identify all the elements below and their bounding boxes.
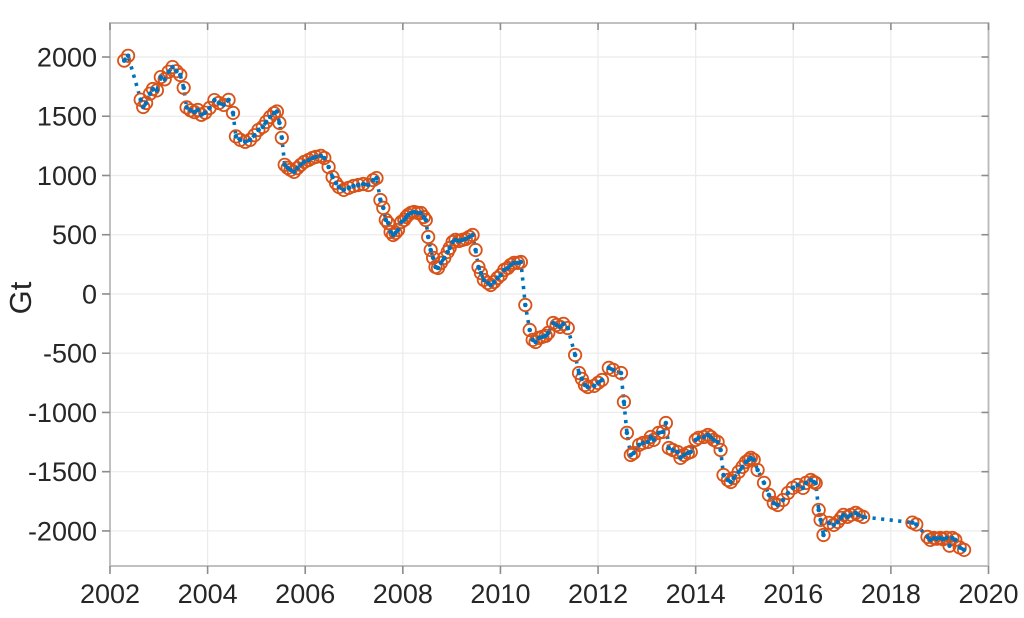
svg-text:2010: 2010 xyxy=(470,579,530,609)
svg-text:0: 0 xyxy=(82,279,97,309)
svg-text:2020: 2020 xyxy=(958,579,1018,609)
svg-text:2012: 2012 xyxy=(568,579,628,609)
svg-text:2006: 2006 xyxy=(275,579,335,609)
svg-text:-1000: -1000 xyxy=(28,398,97,428)
svg-text:-1500: -1500 xyxy=(28,457,97,487)
series-marker-rings xyxy=(117,48,972,558)
svg-text:500: 500 xyxy=(52,220,97,250)
svg-text:2000: 2000 xyxy=(37,43,97,73)
y-axis-label: Gt xyxy=(3,281,38,315)
svg-text:1000: 1000 xyxy=(37,161,97,191)
y-tick-labels: -2000 -1500 -1000 -500 0 500 1000 1500 2000 xyxy=(28,43,97,547)
svg-text:2018: 2018 xyxy=(861,579,921,609)
x-tick-labels: 2002 2004 2006 2008 2010 2012 2014 2016 2018 2020 xyxy=(80,579,1019,609)
tick-marks xyxy=(102,23,990,574)
svg-text:2008: 2008 xyxy=(373,579,433,609)
svg-text:2002: 2002 xyxy=(80,579,140,609)
svg-text:1500: 1500 xyxy=(37,102,97,132)
series-marker-dots xyxy=(121,53,967,553)
series-ice-mass-anomaly xyxy=(117,48,972,558)
svg-text:2004: 2004 xyxy=(178,579,238,609)
svg-text:2016: 2016 xyxy=(763,579,823,609)
grid-lines xyxy=(109,23,990,566)
svg-text:-2000: -2000 xyxy=(28,516,97,546)
svg-text:-500: -500 xyxy=(43,339,97,369)
svg-text:2014: 2014 xyxy=(666,579,726,609)
